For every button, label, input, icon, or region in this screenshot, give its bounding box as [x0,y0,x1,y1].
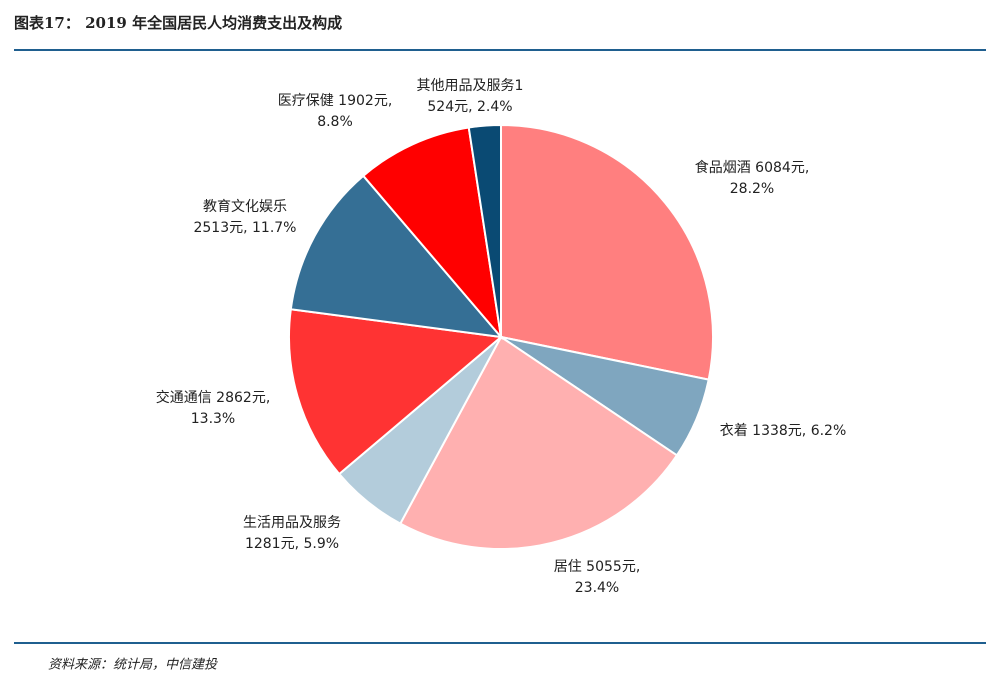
slice-label: 其他用品及服务1 [417,78,524,94]
slice-label: 交通通信 2862元, [156,389,271,406]
slice-label: 2513元, 11.7% [193,220,296,236]
pie-slice [467,123,502,338]
slice-label: 生活用品及服务 [243,515,341,531]
pie-slice [398,335,679,550]
slice-label: 28.2% [730,181,774,197]
pie-slice [361,126,503,341]
slice-label: 教育文化娱乐 [203,199,287,215]
pie-slice [288,308,504,476]
slice-label: 医疗保健 1902元, [278,93,393,109]
slice-label: 13.3% [191,411,235,427]
slice-label: 8.8% [317,114,353,130]
slice-label: 食品烟酒 6084元, [695,159,810,176]
slice-label: 1281元, 5.9% [245,536,339,552]
pie-slice [289,174,504,339]
slice-label: 衣着 1338元, 6.2% [720,423,847,439]
pie-slice [500,123,714,381]
chart-title: 图表17： 2019 年全国居民人均消费支出及构成 [14,14,342,32]
slice-label: 23.4% [575,580,619,596]
source-note: 资料来源：统计局，中信建投 [48,658,218,673]
slice-label: 524元, 2.4% [427,99,512,115]
slice-label: 居住 5055元, [554,559,641,575]
